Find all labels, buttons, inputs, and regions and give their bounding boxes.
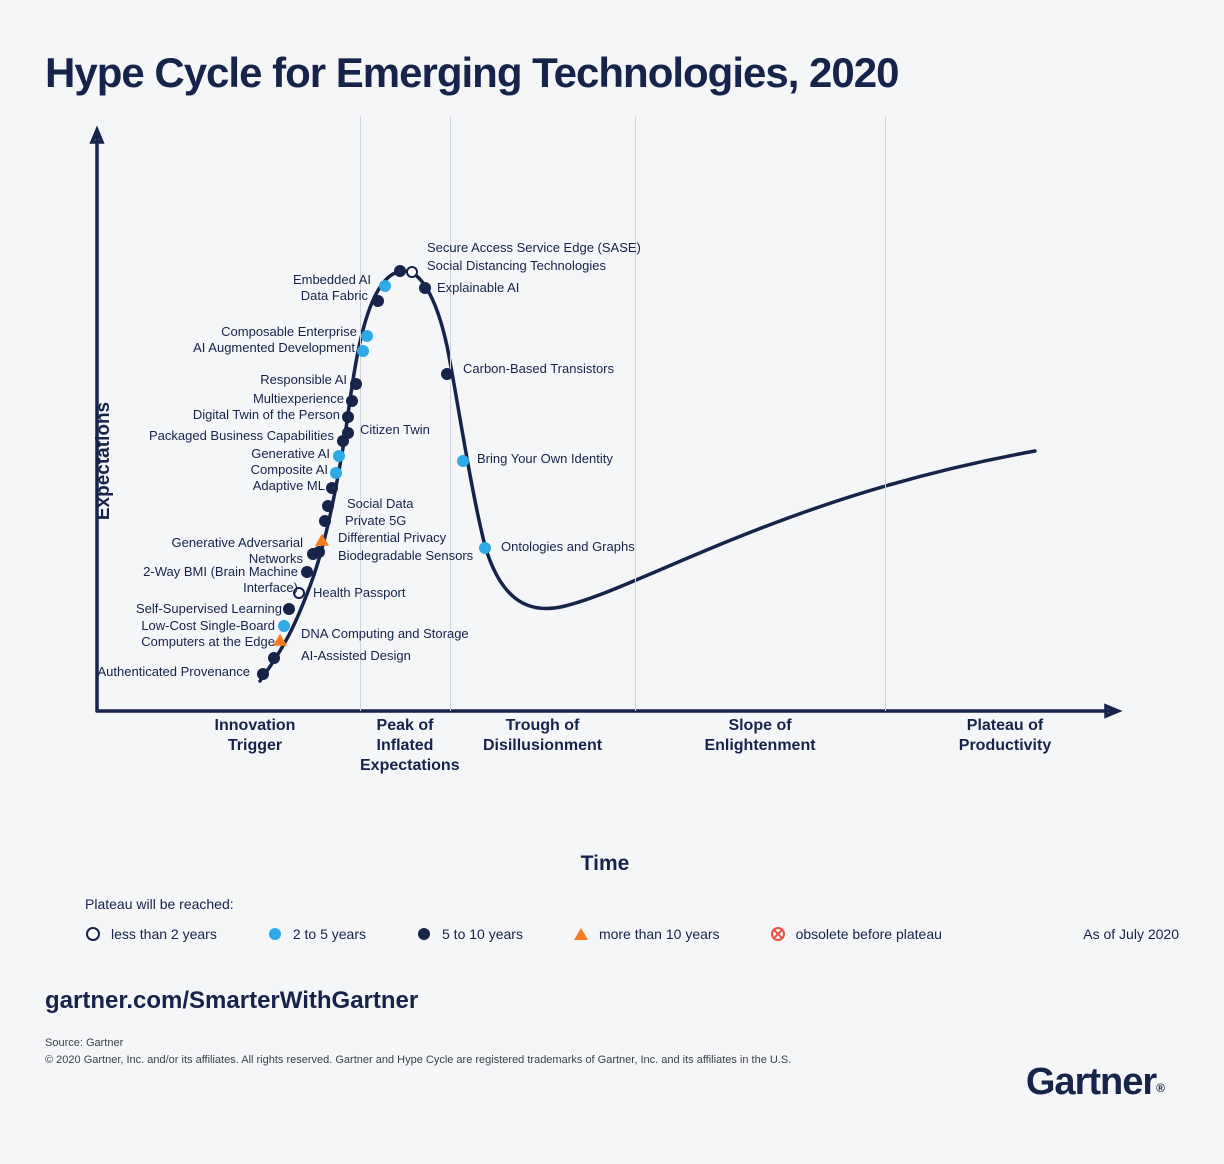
legend-item-label: less than 2 years [111,926,217,942]
legend-marker-icon [573,926,589,942]
tech-marker [283,603,295,615]
tech-label: 2-Way BMI (Brain Machine Interface) [138,564,298,595]
phase-divider [635,116,636,711]
phase-divider [360,116,361,711]
tech-marker [350,378,362,390]
gartner-url: gartner.com/SmarterWithGartner [45,987,1179,1015]
x-axis-label: Time [581,852,630,876]
tech-marker [361,330,373,342]
tech-marker [319,515,331,527]
tech-marker [357,345,369,357]
phase-label: Plateau ofProductivity [885,716,1125,756]
tech-label: AI-Assisted Design [301,648,411,664]
footer: Source: Gartner © 2020 Gartner, Inc. and… [45,1035,1179,1068]
tech-marker [322,500,334,512]
tech-marker [457,455,469,467]
tech-label: Multiexperience [253,391,344,407]
tech-label: Social Distancing Technologies [427,258,606,274]
tech-marker [342,411,354,423]
tech-label: Carbon-Based Transistors [463,361,614,377]
phase-divider [885,116,886,711]
tech-label: Digital Twin of the Person [193,407,340,423]
chart-title: Hype Cycle for Emerging Technologies, 20… [45,50,1179,96]
hype-cycle-chart: Expectations InnovationTriggerPeak ofInf… [85,116,1125,806]
footer-copyright: © 2020 Gartner, Inc. and/or its affiliat… [45,1052,1179,1069]
legend-marker-icon [770,926,786,942]
tech-label: Self-Supervised Learning [136,601,282,617]
tech-marker [441,368,453,380]
tech-label: Bring Your Own Identity [477,451,613,467]
phase-label: Slope ofEnlightenment [635,716,885,756]
tech-label: Social Data [347,496,413,512]
tech-label: Differential Privacy [338,530,446,546]
legend-asof: As of July 2020 [1083,926,1179,942]
legend-item-label: more than 10 years [599,926,720,942]
legend-item: 5 to 10 years [416,926,523,942]
legend-marker-icon [416,926,432,942]
phase-label: InnovationTrigger [150,716,360,756]
legend-item: 2 to 5 years [267,926,366,942]
tech-label: Citizen Twin [360,422,430,438]
tech-marker [406,266,418,278]
tech-label: Composite AI [251,462,328,478]
tech-marker [394,265,406,277]
tech-label: Health Passport [313,585,406,601]
tech-label: Secure Access Service Edge (SASE) [427,240,641,256]
tech-label: AI Augmented Development [193,340,355,356]
phase-label: Peak ofInflatedExpectations [360,716,450,776]
gartner-logo: Gartner® [1026,1061,1164,1104]
tech-marker [346,395,358,407]
legend-marker-icon [85,926,101,942]
tech-marker [379,280,391,292]
tech-label: Responsible AI [260,372,347,388]
tech-label: Data Fabric [301,288,368,304]
legend-item: less than 2 years [85,926,217,942]
legend-item-label: obsolete before plateau [796,926,942,942]
tech-marker [326,482,338,494]
legend-item: more than 10 years [573,926,720,942]
footer-source: Source: Gartner [45,1035,1179,1052]
tech-marker [301,566,313,578]
legend-item: obsolete before plateau [770,926,942,942]
legend: Plateau will be reached: less than 2 yea… [85,896,1179,942]
legend-marker-icon [267,926,283,942]
tech-marker [372,295,384,307]
tech-marker [268,652,280,664]
tech-marker [419,282,431,294]
tech-label: Embedded AI [293,272,371,288]
tech-marker [313,546,325,558]
tech-marker [315,534,329,546]
tech-marker [257,668,269,680]
tech-marker [273,634,287,646]
tech-marker [278,620,290,632]
tech-label: Packaged Business Capabilities [149,428,334,444]
tech-marker [479,542,491,554]
phase-divider [450,116,451,711]
tech-label: DNA Computing and Storage [301,626,469,642]
tech-label: Generative AI [251,446,330,462]
tech-label: Adaptive ML [253,478,325,494]
tech-label: Private 5G [345,513,406,529]
phase-label: Trough ofDisillusionment [450,716,635,756]
tech-marker [333,450,345,462]
tech-label: Low-Cost Single-Board Computers at the E… [115,618,275,649]
legend-item-label: 2 to 5 years [293,926,366,942]
tech-marker [342,427,354,439]
tech-label: Composable Enterprise [221,324,357,340]
tech-label: Ontologies and Graphs [501,539,635,555]
tech-label: Biodegradable Sensors [338,548,473,564]
legend-title: Plateau will be reached: [85,896,1179,912]
tech-label: Explainable AI [437,280,519,296]
tech-label: Generative Adversarial Networks [143,535,303,566]
tech-label: Authenticated Provenance [98,664,251,680]
legend-item-label: 5 to 10 years [442,926,523,942]
tech-marker [330,467,342,479]
